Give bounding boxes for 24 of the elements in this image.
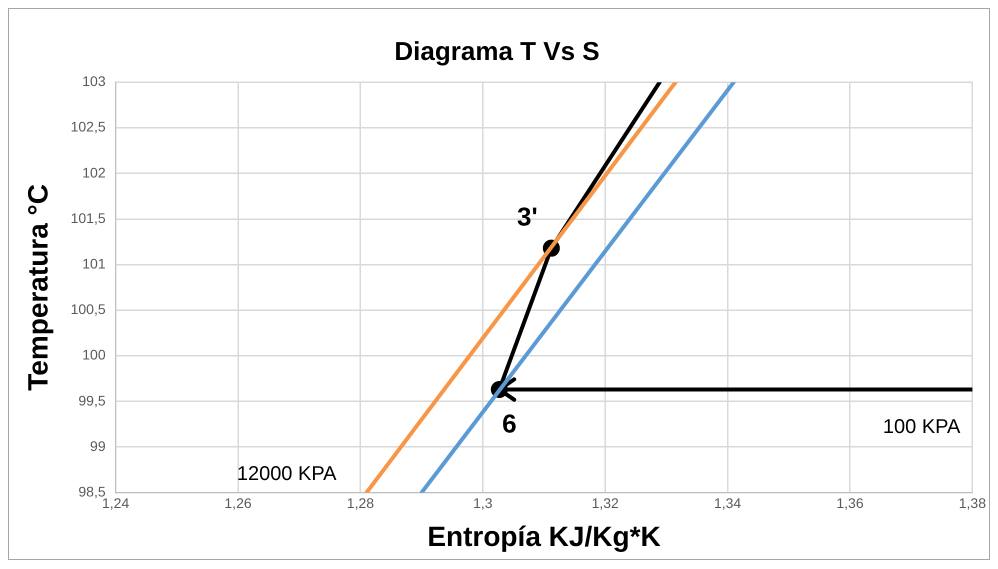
y-tick-label: 98,5 bbox=[78, 483, 106, 500]
y-axis-title: Temperatura °C bbox=[22, 184, 54, 391]
chart-title: Diagrama T Vs S bbox=[394, 36, 600, 66]
y-tick-label: 102 bbox=[82, 164, 106, 180]
y-tick-label: 100 bbox=[82, 346, 106, 363]
annotation: 100 KPA bbox=[882, 416, 962, 438]
y-tick-label: 102,5 bbox=[70, 118, 106, 135]
x-tick-label: 1,32 bbox=[592, 494, 620, 511]
x-tick-label: 1,38 bbox=[958, 494, 986, 511]
y-tick-label: 99 bbox=[90, 438, 106, 454]
annotation: 12000 KPA bbox=[236, 463, 338, 486]
x-tick-label: 1,34 bbox=[714, 494, 742, 511]
y-tick-label: 100,5 bbox=[70, 301, 106, 318]
y-tick-label: 99,5 bbox=[78, 392, 106, 408]
annotation: 6 bbox=[502, 408, 517, 439]
y-tick-label: 103 bbox=[82, 73, 106, 90]
x-tick-label: 1,28 bbox=[346, 494, 374, 511]
y-tick-label: 101 bbox=[82, 255, 106, 272]
x-tick-label: 1,26 bbox=[224, 494, 252, 511]
x-tick-label: 1,36 bbox=[836, 494, 864, 511]
x-axis-title: Entropía KJ/Kg*K bbox=[427, 520, 661, 552]
y-tick-label: 101,5 bbox=[70, 210, 106, 226]
annotation: 3' bbox=[517, 201, 538, 232]
x-tick-label: 1,3 bbox=[473, 494, 493, 511]
